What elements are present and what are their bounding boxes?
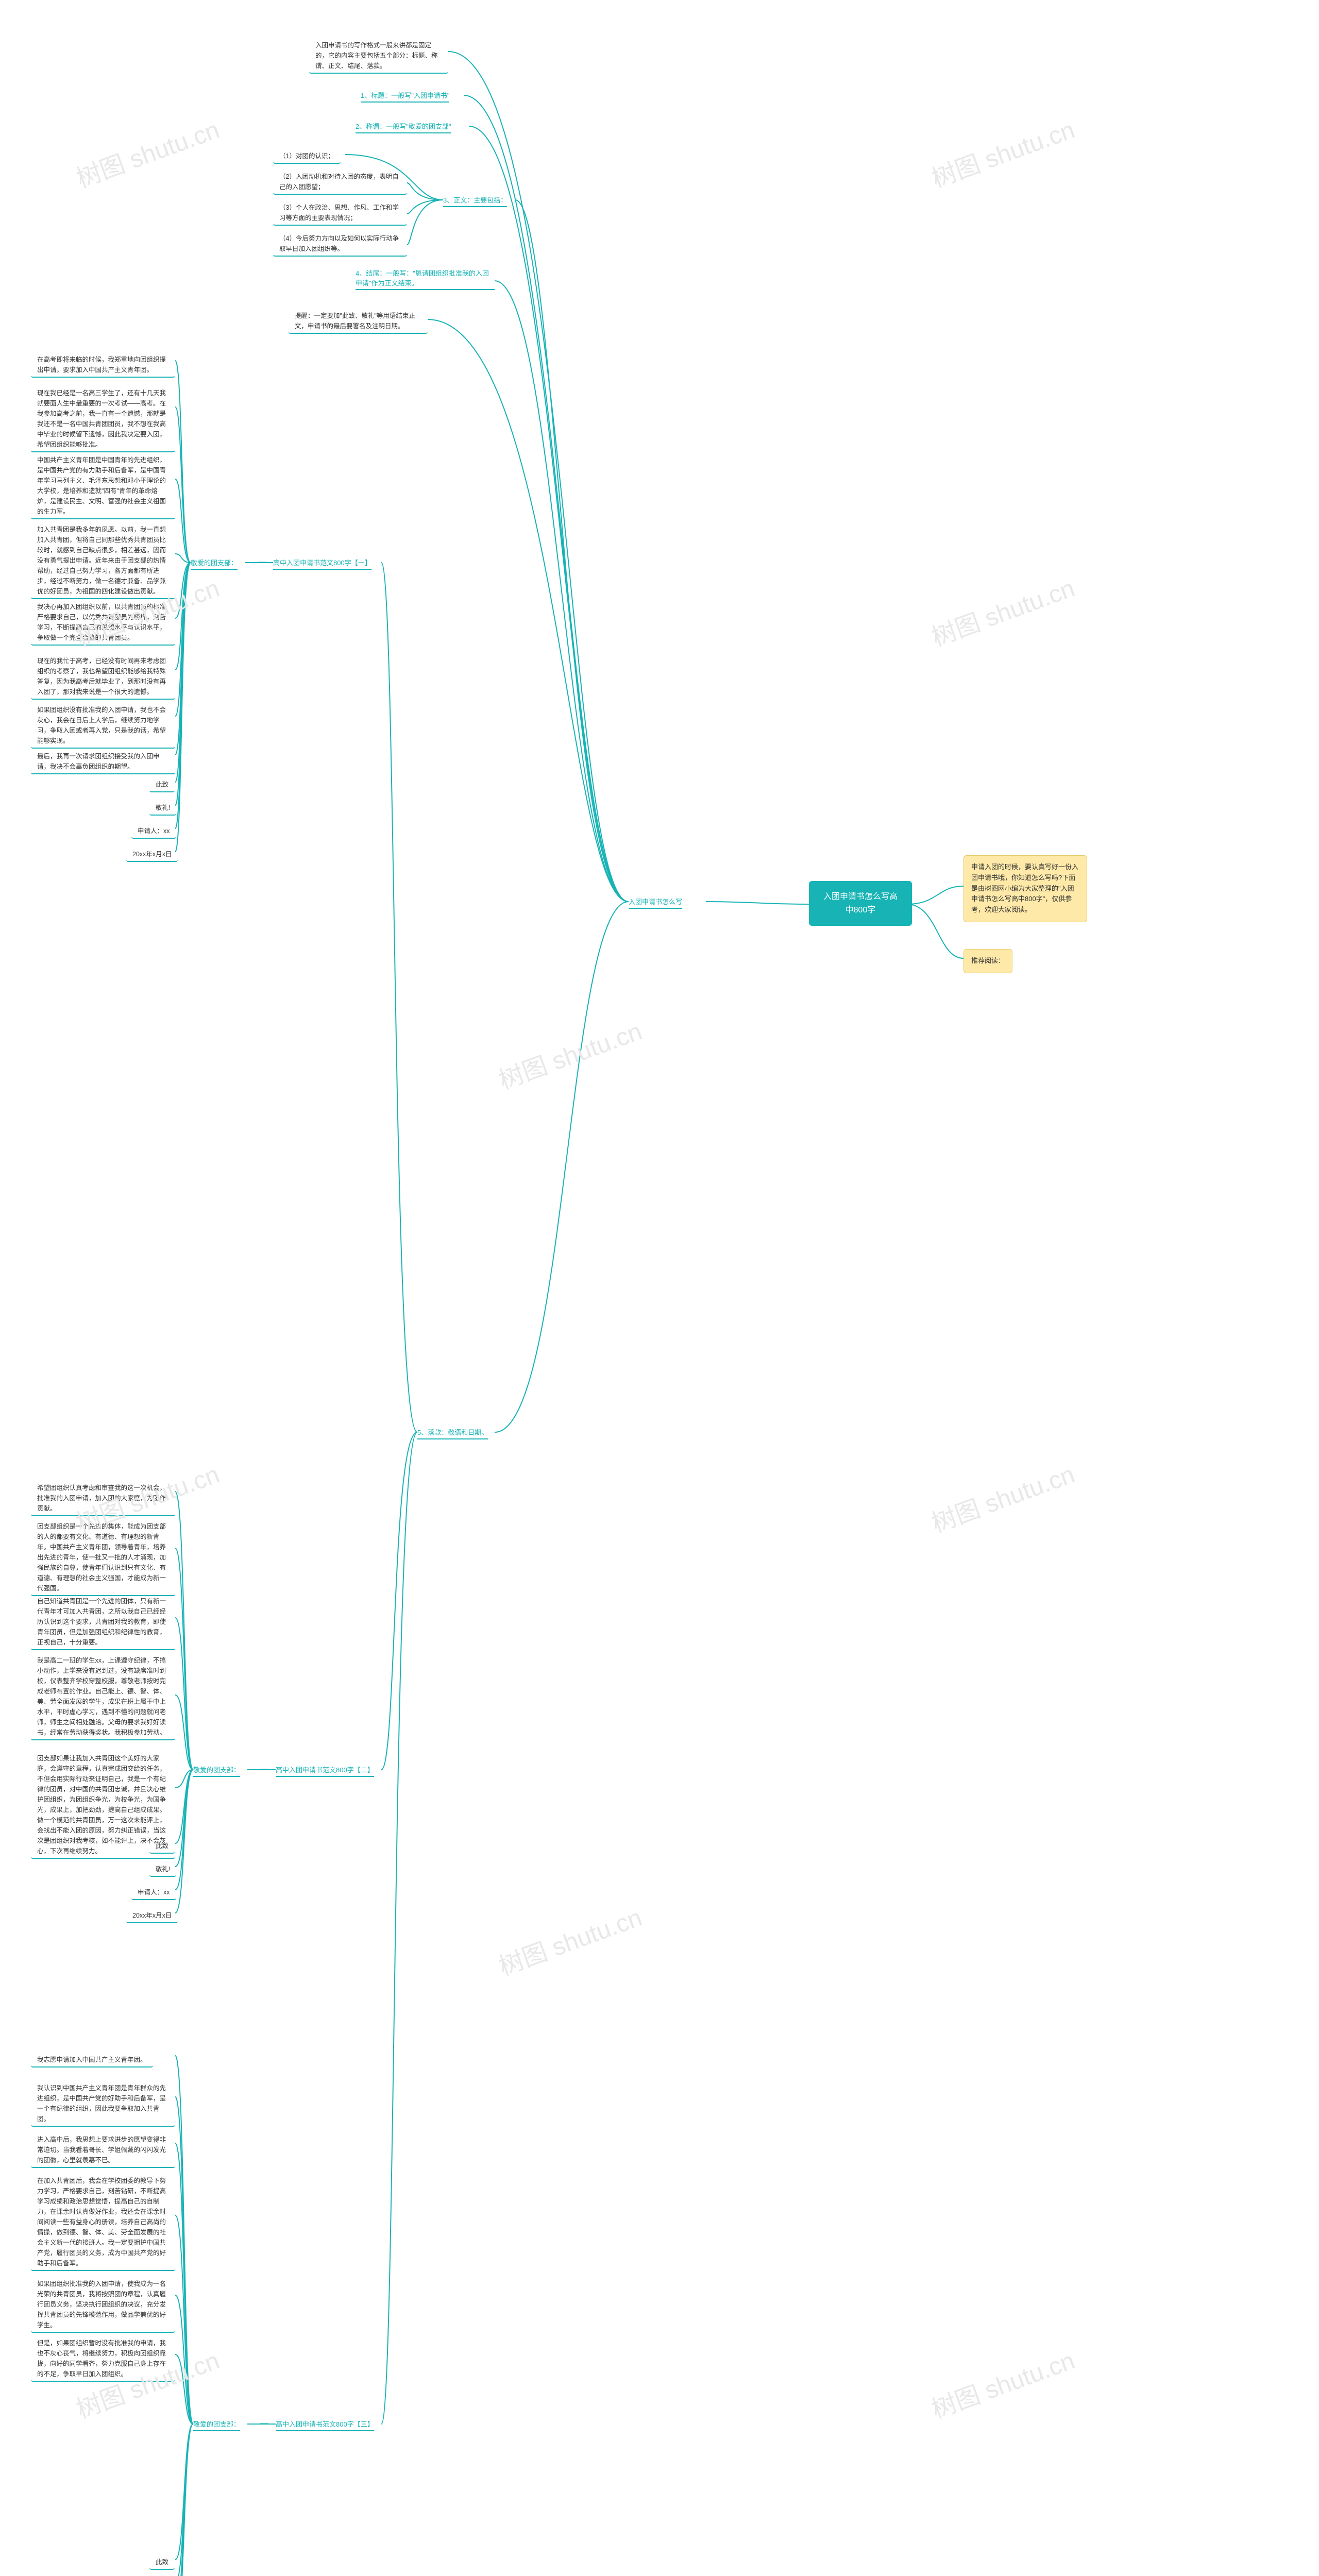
root-title: 入团申请书怎么写高中800字 <box>823 892 898 914</box>
essay2-p9: 20xx年x月x日 <box>126 1906 178 1923</box>
essay3-p6: 但是，如果团组织暂时没有批准我的申请，我也不灰心丧气，将继续努力，积极向团组织靠… <box>31 2334 175 2382</box>
essay1-title[interactable]: 高中入团申请书范文800字【一】 <box>273 557 371 570</box>
essay1-p10: 敬礼! <box>149 799 176 816</box>
watermark: 树图 shutu.cn <box>926 568 1079 653</box>
s3-item-3: （3）个人在政治、思想、作风、工作和学习等方面的主要表现情况； <box>273 198 407 226</box>
section-5[interactable]: 5、落款：敬语和日期。 <box>417 1427 488 1439</box>
essay1-p6: 现在的我忙于高考，已经没有时间再来考虑团组织的考察了，我也希望团组织能够给我特殊… <box>31 652 175 700</box>
s3-item-4: （4）今后努力方向以及如何以实际行动争取早日加入团组织等。 <box>273 229 407 257</box>
essay1-p2: 现在我已经是一名高三学生了，还有十几天我就要面人生中最重要的一次考试——高考。在… <box>31 384 175 452</box>
essay1-p3: 中国共产主义青年团是中国青年的先进组织，是中国共产党的有力助手和后备军，是中国青… <box>31 451 175 519</box>
watermark: 树图 shutu.cn <box>926 2340 1079 2425</box>
watermark: 树图 shutu.cn <box>926 1454 1079 1539</box>
essay3-p4: 在加入共青团后，我会在学校团委的教导下努力学习，严格要求自己，刻苦钻研，不断提高… <box>31 2172 175 2271</box>
section-3[interactable]: 3、正文：主要包括： <box>443 195 507 207</box>
watermark: 树图 shutu.cn <box>926 109 1079 194</box>
essay1-p5: 我决心再加入团组织以前，以共青团员的标准严格要求自己，以优秀共青团员为榜样，刻苦… <box>31 598 175 646</box>
section-2[interactable]: 2、称谓：一般写"敬爱的团支部" <box>356 121 451 133</box>
essay1-p9: 此致 <box>149 775 175 792</box>
intro-text: 申请入团的时候，要认真写好一份入团申请书哦，你知道怎么写吗?下面是由树图网小编为… <box>971 863 1078 913</box>
structure-intro: 入团申请书的写作格式一般来讲都是固定的，它的内容主要包括五个部分：标题、称谓、正… <box>309 36 448 74</box>
essay2-header[interactable]: 敬爱的团支部： <box>193 1765 240 1777</box>
section-4[interactable]: 4、结尾：一般写："恳请团组织批准我的入团申请"作为正文结束。 <box>356 268 495 290</box>
root-node[interactable]: 入团申请书怎么写高中800字 <box>809 881 912 926</box>
left-main-branch[interactable]: 入团申请书怎么写 <box>629 896 682 909</box>
essay2-p4: 我是高二一班的学生xx，上课遵守纪律，不搞小动作，上学来没有迟到过，没有缺席准时… <box>31 1651 175 1740</box>
recommend-text: 推荐阅读： <box>971 957 1005 964</box>
recommend-box[interactable]: 推荐阅读： <box>963 949 1012 973</box>
watermark: 树图 shutu.cn <box>71 109 224 194</box>
essay1-p12: 20xx年x月x日 <box>126 845 178 862</box>
essay1-dash: — <box>258 557 266 567</box>
essay3-p7: 此致 <box>149 2553 175 2570</box>
essay3-dash: — <box>260 2419 268 2428</box>
essay2-title[interactable]: 高中入团申请书范文800字【二】 <box>276 1765 374 1777</box>
essay2-p8: 申请人：xx <box>131 1883 176 1900</box>
s3-item-2: （2）入团动机和对待入团的态度，表明自己的入团愿望； <box>273 167 407 195</box>
essay1-p1: 在高考即将来临的时候，我郑重地向团组织提出申请，要求加入中国共产主义青年团。 <box>31 350 175 378</box>
intro-box[interactable]: 申请入团的时候，要认真写好一份入团申请书哦，你知道怎么写吗?下面是由树图网小编为… <box>963 855 1087 922</box>
essay1-header[interactable]: 敬爱的团支部： <box>191 557 238 570</box>
essay3-p2: 我认识到中国共产主义青年团是青年群众的先进组织，是中国共产党的好助手和后备军，是… <box>31 2079 175 2127</box>
essay3-p5: 如果团组织批准我的入团申请，使我成为一名光荣的共青团员，我将按照团的章程，认真履… <box>31 2275 175 2333</box>
essay3-title[interactable]: 高中入团申请书范文800字【三】 <box>276 2419 374 2431</box>
left-main-label: 入团申请书怎么写 <box>629 898 682 906</box>
essay3-p1: 我志愿申请加入中国共产主义青年团。 <box>31 2050 153 2067</box>
tip-note: 提醒：一定要加"此致、敬礼"等用语结束正文，申请书的最后要署名及注明日期。 <box>289 307 428 334</box>
essay1-p8: 最后，我再一次请求团组织接受我的入团申请，我决不会辜负团组织的期望。 <box>31 747 175 774</box>
essay3-p3: 进入高中后，我思想上要求进步的愿望变得非常迫切。当我看着哥长、学姐佩戴的闪闪发光… <box>31 2130 175 2168</box>
essay2-p7: 敬礼! <box>149 1860 176 1877</box>
essay2-p2: 团支部组织是一个先进的集体，能成为团支部的人的都要有文化、有道德、有理想的新青年… <box>31 1517 175 1596</box>
watermark: 树图 shutu.cn <box>493 1011 646 1096</box>
essay2-p6: 此致 <box>149 1837 175 1854</box>
essay2-p1: 希望团组织认真考虑和审查我的这一次机会，批准我的入团申请，加入团的大家庭，为团作… <box>31 1479 175 1516</box>
essay2-p3: 自己知道共青团是一个先进的团体，只有新一代青年才可加入共青团，之所以我自己已经经… <box>31 1592 175 1650</box>
section-1[interactable]: 1、标题：一般写"入团申请书" <box>361 90 449 103</box>
essay2-dash: — <box>260 1765 268 1774</box>
s3-item-1: （1）对团的认识； <box>273 147 341 164</box>
essay1-p7: 如果团组织没有批准我的入团申请，我也不会灰心，我会在日后上大学后，继续努力地学习… <box>31 701 175 749</box>
mindmap-connectors <box>0 0 1319 2576</box>
essay3-header[interactable]: 敬爱的团支部： <box>193 2419 240 2431</box>
essay1-p11: 申请人：xx <box>131 822 176 839</box>
watermark: 树图 shutu.cn <box>493 1897 646 1982</box>
essay1-p4: 加入共青团是我多年的夙愿。以前，我一直想加入共青团，但将自己同那些优秀共青团员比… <box>31 520 175 599</box>
